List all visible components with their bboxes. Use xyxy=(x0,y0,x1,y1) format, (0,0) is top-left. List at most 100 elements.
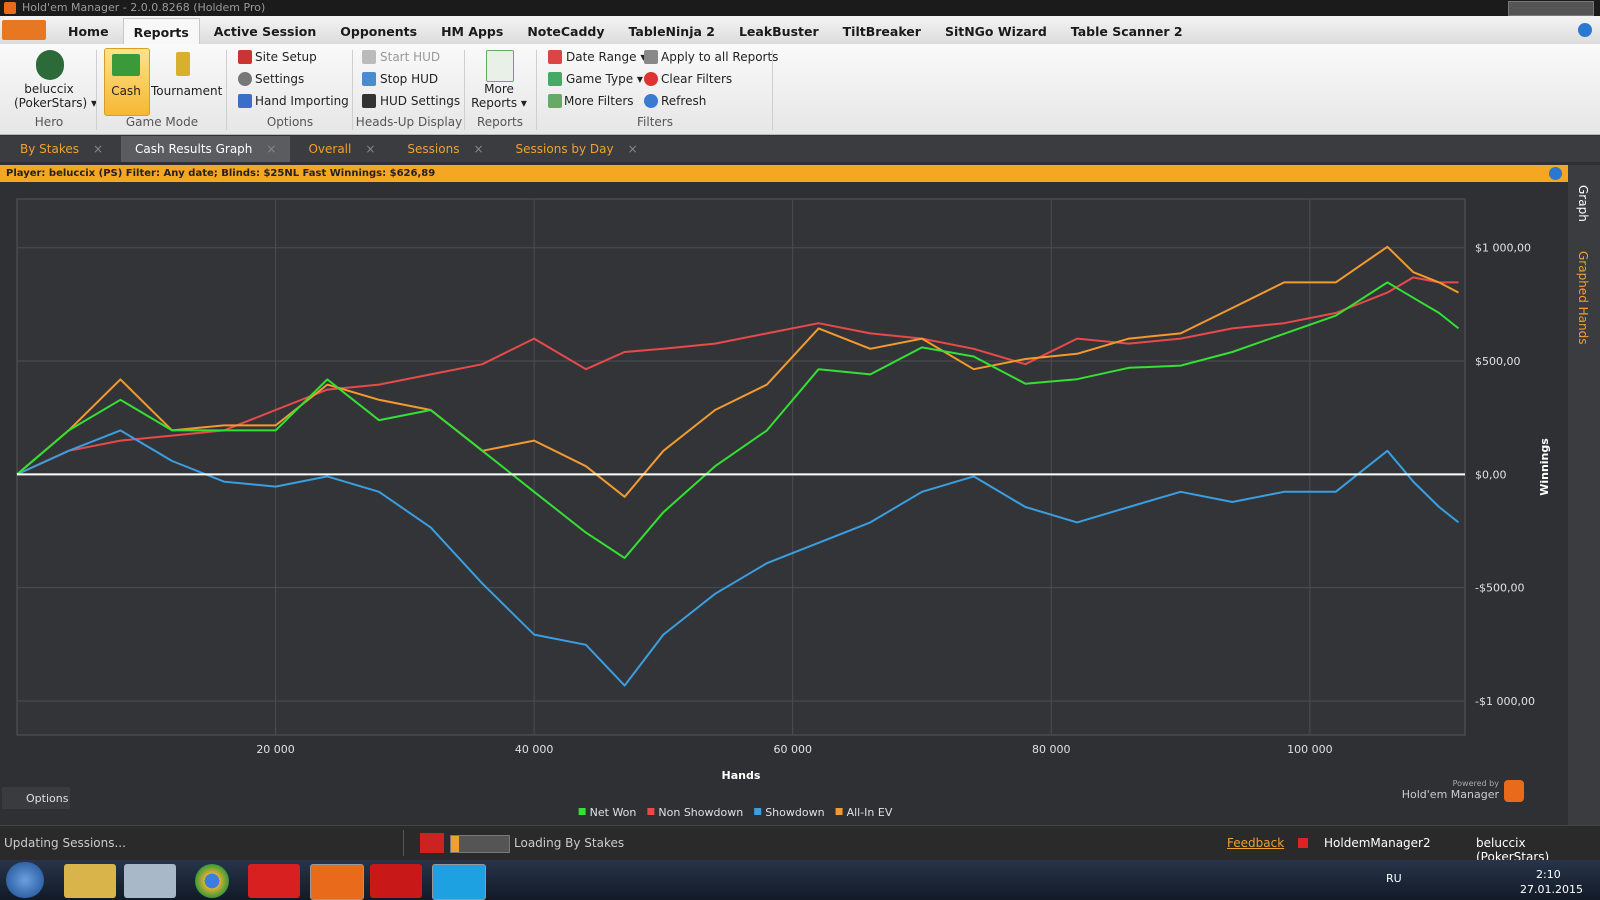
menu-item[interactable]: Reports xyxy=(122,18,200,45)
tab-close[interactable]: × xyxy=(92,142,104,156)
help-button[interactable] xyxy=(1549,167,1562,180)
legend-label[interactable]: All-In EV xyxy=(847,806,893,819)
y-tick-label: $1 000,00 xyxy=(1475,242,1531,255)
separator xyxy=(352,50,353,130)
feedback-link[interactable]: Feedback xyxy=(1227,836,1285,850)
cash-label: Cash xyxy=(111,84,141,98)
app-icon xyxy=(4,2,16,14)
start-button[interactable] xyxy=(6,862,44,898)
document-tab[interactable]: Sessions × xyxy=(393,136,497,162)
cancel-button[interactable] xyxy=(420,833,444,853)
document-tab[interactable]: Sessions by Day × xyxy=(502,136,652,162)
side-tab[interactable]: Graph xyxy=(1576,185,1590,222)
tab-close[interactable]: × xyxy=(365,142,376,156)
app-menu-button[interactable] xyxy=(2,20,46,40)
player-label: Player: xyxy=(6,168,46,179)
more-filters-button[interactable]: More Filters xyxy=(564,94,634,108)
separator xyxy=(403,830,404,856)
menu-item[interactable]: Home xyxy=(68,24,109,39)
apply-all-button[interactable]: Apply to all Reports xyxy=(661,50,779,64)
legend-label[interactable]: Non Showdown xyxy=(658,806,743,819)
separator xyxy=(536,50,537,130)
hand-importing-button[interactable]: Hand Importing xyxy=(255,94,349,108)
tab-label: Sessions xyxy=(407,142,460,156)
start-hud-button[interactable]: Start HUD xyxy=(380,50,441,64)
menu-item[interactable]: TableNinja 2 xyxy=(628,24,715,39)
results-graph: -$1 000,00 -$500,00 $0,00 $500,00 $1 000,00 2… xyxy=(0,182,1568,825)
hero-button[interactable]: beluccix (PokerStars) ▾ xyxy=(14,82,98,110)
hud-settings-button[interactable]: HUD Settings xyxy=(380,94,461,108)
menu-item[interactable]: LeakBuster xyxy=(738,24,819,39)
icon xyxy=(362,50,376,64)
ribbon: beluccix (PokerStars) ▾ Hero Cash Tournam… xyxy=(0,44,1600,135)
clear-filters-button[interactable]: Clear Filters xyxy=(661,72,733,86)
more-reports-button[interactable]: More Reports ▾ xyxy=(471,82,527,110)
tab-close[interactable]: × xyxy=(473,142,484,156)
label: Date Range xyxy=(566,50,637,64)
explorer-icon[interactable] xyxy=(64,864,116,898)
series-line xyxy=(16,245,1459,498)
date-range-button[interactable]: Date Range ▾ xyxy=(566,50,647,64)
menu-item[interactable]: SitNGo Wizard xyxy=(944,24,1047,39)
icon xyxy=(644,72,658,86)
icon xyxy=(362,94,376,108)
menu-item[interactable]: TiltBreaker xyxy=(842,24,921,39)
tournament-button[interactable]: Tournament xyxy=(151,84,223,98)
group-label: Filters xyxy=(637,115,673,129)
cash-icon xyxy=(112,54,140,76)
separator xyxy=(772,50,773,130)
separator xyxy=(96,50,97,130)
site-setup-button[interactable]: Site Setup xyxy=(255,50,317,64)
pokerstars-icon[interactable] xyxy=(370,864,422,898)
menu-item[interactable]: HM Apps xyxy=(441,24,504,39)
app-name: HoldemManager2 xyxy=(1324,836,1431,850)
icon xyxy=(548,72,562,86)
holdem-manager-icon[interactable] xyxy=(310,864,364,900)
winnings: $626,89 xyxy=(389,168,436,179)
refresh-button[interactable]: Refresh xyxy=(661,94,707,108)
document-tab[interactable]: By Stakes × xyxy=(6,136,117,162)
group-label: Heads-Up Display xyxy=(355,115,463,129)
side-tab[interactable]: Graphed Hands xyxy=(1576,251,1590,345)
reports-icon xyxy=(486,50,514,82)
y-axis-label: Winnings xyxy=(1538,438,1551,496)
branding-name: Hold'em Manager xyxy=(1402,788,1500,801)
help-button[interactable] xyxy=(1578,23,1592,37)
chrome-icon[interactable] xyxy=(195,864,229,898)
series-line xyxy=(16,429,1460,687)
title-bar: Hold'em Manager - 2.0.0.8268 (Holdem Pro… xyxy=(0,0,1600,16)
menu-item[interactable]: Opponents xyxy=(340,24,418,39)
series-line xyxy=(16,276,1459,476)
legend-label[interactable]: Showdown xyxy=(765,806,824,819)
skype-icon[interactable] xyxy=(432,864,486,900)
game-type-button[interactable]: Game Type ▾ xyxy=(566,72,643,86)
legend-swatch xyxy=(578,808,586,815)
group-label: Reports xyxy=(476,115,524,129)
clock-time: 2:10 xyxy=(1536,868,1561,881)
menu-item[interactable]: NoteCaddy xyxy=(527,24,605,39)
settings-button[interactable]: Settings xyxy=(255,72,305,86)
filter-label: Filter: xyxy=(125,168,160,179)
icon xyxy=(548,50,562,64)
calculator-icon[interactable] xyxy=(124,864,176,898)
tab-close[interactable]: × xyxy=(627,142,638,156)
x-tick-label: 20 000 xyxy=(256,743,295,756)
menu-bar: Home Reports Active Session Opponents HM App… xyxy=(0,16,1600,45)
hero-name: beluccix xyxy=(24,82,74,96)
document-tab[interactable]: Overall × xyxy=(294,136,389,162)
y-tick-label: -$1 000,00 xyxy=(1475,695,1535,708)
menu-item[interactable]: Table Scanner 2 xyxy=(1070,24,1183,39)
yandex-icon[interactable] xyxy=(248,864,300,898)
icon xyxy=(548,94,562,108)
menu-item[interactable]: Active Session xyxy=(213,24,317,39)
stop-hud-button[interactable]: Stop HUD xyxy=(380,72,439,86)
window-controls[interactable] xyxy=(1508,1,1594,16)
group-label: Hero xyxy=(34,115,64,129)
icon xyxy=(238,94,252,108)
group-label: Options xyxy=(266,115,314,129)
legend-label[interactable]: Net Won xyxy=(590,806,637,819)
document-tab[interactable]: Cash Results Graph × xyxy=(121,136,291,162)
options-toggle[interactable] xyxy=(2,787,70,809)
tab-close[interactable]: × xyxy=(266,142,277,156)
